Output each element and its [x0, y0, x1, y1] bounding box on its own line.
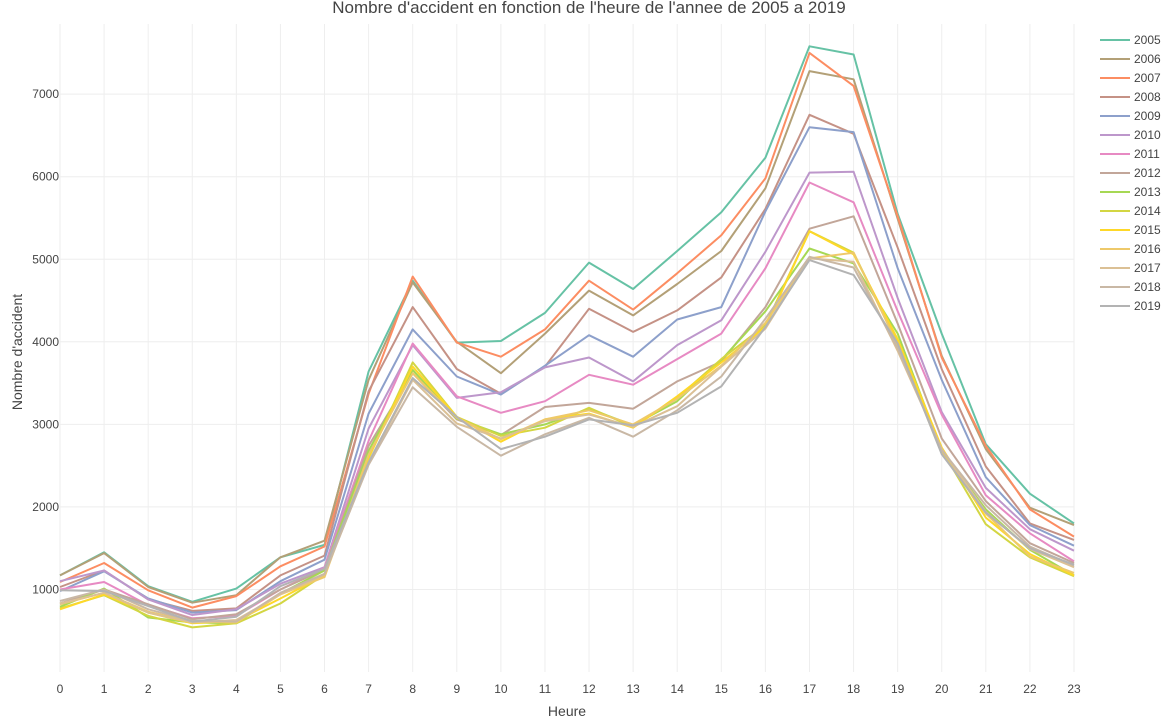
legend-label: 2010 — [1134, 128, 1161, 142]
x-tick-label: 5 — [277, 682, 284, 696]
legend-item-2018[interactable]: 2018 — [1100, 280, 1161, 294]
x-tick-label: 21 — [979, 682, 993, 696]
series-line-2011[interactable] — [59, 181, 1075, 620]
series-line-2016[interactable] — [59, 251, 1075, 624]
x-tick-label: 9 — [453, 682, 460, 696]
legend-item-2012[interactable]: 2012 — [1100, 166, 1161, 180]
legend-item-2013[interactable]: 2013 — [1100, 185, 1161, 199]
legend-label: 2005 — [1134, 33, 1161, 47]
legend-label: 2014 — [1134, 204, 1161, 218]
y-axis-ticks: 1000 2000 3000 4000 5000 6000 7000 — [32, 87, 59, 596]
legend[interactable]: 2005 2006 2007 2008 2009 2010 2011 2012 2013 2014… — [1100, 33, 1161, 313]
x-tick-label: 18 — [847, 682, 861, 696]
x-tick-label: 19 — [891, 682, 905, 696]
y-tick-label: 6000 — [32, 170, 59, 184]
x-tick-label: 20 — [935, 682, 949, 696]
legend-label: 2012 — [1134, 166, 1161, 180]
legend-label: 2009 — [1134, 109, 1161, 123]
y-tick-label: 4000 — [32, 335, 59, 349]
legend-label: 2008 — [1134, 90, 1161, 104]
series-line-2012[interactable] — [59, 215, 1075, 621]
x-tick-label: 17 — [803, 682, 817, 696]
x-tick-label: 15 — [715, 682, 729, 696]
grid — [59, 24, 1075, 672]
series-line-2007[interactable] — [59, 51, 1075, 609]
x-tick-label: 4 — [233, 682, 240, 696]
x-tick-label: 11 — [539, 682, 552, 696]
legend-item-2015[interactable]: 2015 — [1100, 223, 1161, 237]
legend-label: 2015 — [1134, 223, 1161, 237]
legend-label: 2019 — [1134, 299, 1161, 313]
x-tick-label: 12 — [582, 682, 596, 696]
y-tick-label: 7000 — [32, 87, 59, 101]
x-tick-label: 0 — [57, 682, 64, 696]
legend-label: 2006 — [1134, 52, 1161, 66]
y-axis-label: Nombre d'accident — [9, 294, 25, 410]
x-axis-ticks: 0 1 2 3 4 5 6 7 8 9 10 11 12 13 14 15 16 17 18 19 20 21 22 23 — [57, 682, 1081, 696]
series-lines — [59, 45, 1075, 629]
x-axis-label: Heure — [548, 703, 586, 718]
x-tick-label: 22 — [1023, 682, 1037, 696]
legend-item-2006[interactable]: 2006 — [1100, 52, 1161, 66]
legend-item-2016[interactable]: 2016 — [1100, 242, 1161, 256]
legend-item-2009[interactable]: 2009 — [1100, 109, 1161, 123]
legend-item-2010[interactable]: 2010 — [1100, 128, 1161, 142]
legend-item-2017[interactable]: 2017 — [1100, 261, 1161, 275]
legend-label: 2016 — [1134, 242, 1161, 256]
y-tick-label: 1000 — [32, 582, 59, 596]
legend-label: 2011 — [1134, 147, 1160, 161]
x-tick-label: 13 — [626, 682, 640, 696]
y-tick-label: 2000 — [32, 500, 59, 514]
series-line-2018[interactable] — [59, 255, 1075, 623]
y-tick-label: 5000 — [32, 252, 59, 266]
legend-label: 2013 — [1134, 185, 1161, 199]
series-line-2005[interactable] — [59, 45, 1075, 603]
x-tick-label: 7 — [365, 682, 372, 696]
x-tick-label: 10 — [494, 682, 508, 696]
series-line-2008[interactable] — [59, 113, 1075, 612]
x-tick-label: 14 — [671, 682, 685, 696]
legend-item-2008[interactable]: 2008 — [1100, 90, 1161, 104]
legend-label: 2007 — [1134, 71, 1161, 85]
legend-item-2007[interactable]: 2007 — [1100, 71, 1161, 85]
legend-item-2014[interactable]: 2014 — [1100, 204, 1161, 218]
x-tick-label: 23 — [1067, 682, 1081, 696]
legend-item-2019[interactable]: 2019 — [1100, 299, 1161, 313]
series-line-2010[interactable] — [59, 170, 1075, 616]
x-tick-label: 8 — [409, 682, 416, 696]
y-tick-label: 3000 — [32, 417, 59, 431]
legend-item-2005[interactable]: 2005 — [1100, 33, 1161, 47]
x-tick-label: 1 — [101, 682, 108, 696]
x-tick-label: 6 — [321, 682, 328, 696]
series-line-2019[interactable] — [59, 259, 1075, 623]
legend-label: 2018 — [1134, 280, 1161, 294]
x-tick-label: 3 — [189, 682, 196, 696]
legend-label: 2017 — [1134, 261, 1161, 275]
legend-item-2011[interactable]: 2011 — [1100, 147, 1160, 161]
x-tick-label: 16 — [759, 682, 773, 696]
x-tick-label: 2 — [145, 682, 152, 696]
chart-title: Nombre d'accident en fonction de l'heure… — [332, 0, 846, 17]
